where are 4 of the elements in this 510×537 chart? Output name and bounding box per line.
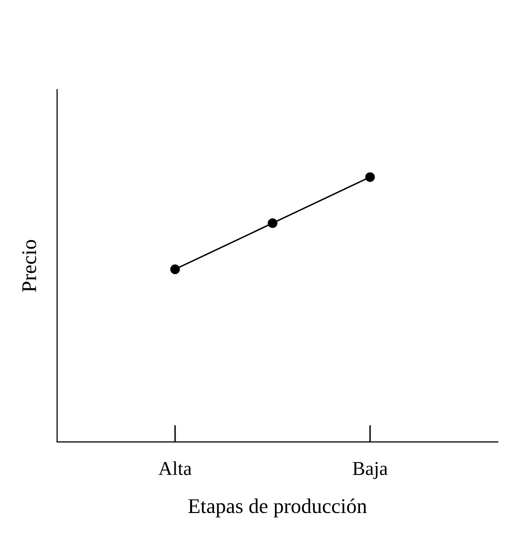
x-axis-title: Etapas de producción — [188, 498, 367, 518]
x-tick-label: Baja — [352, 462, 388, 480]
x-tick-label: Alta — [158, 461, 192, 476]
y-axis-title: Precio — [22, 240, 36, 292]
